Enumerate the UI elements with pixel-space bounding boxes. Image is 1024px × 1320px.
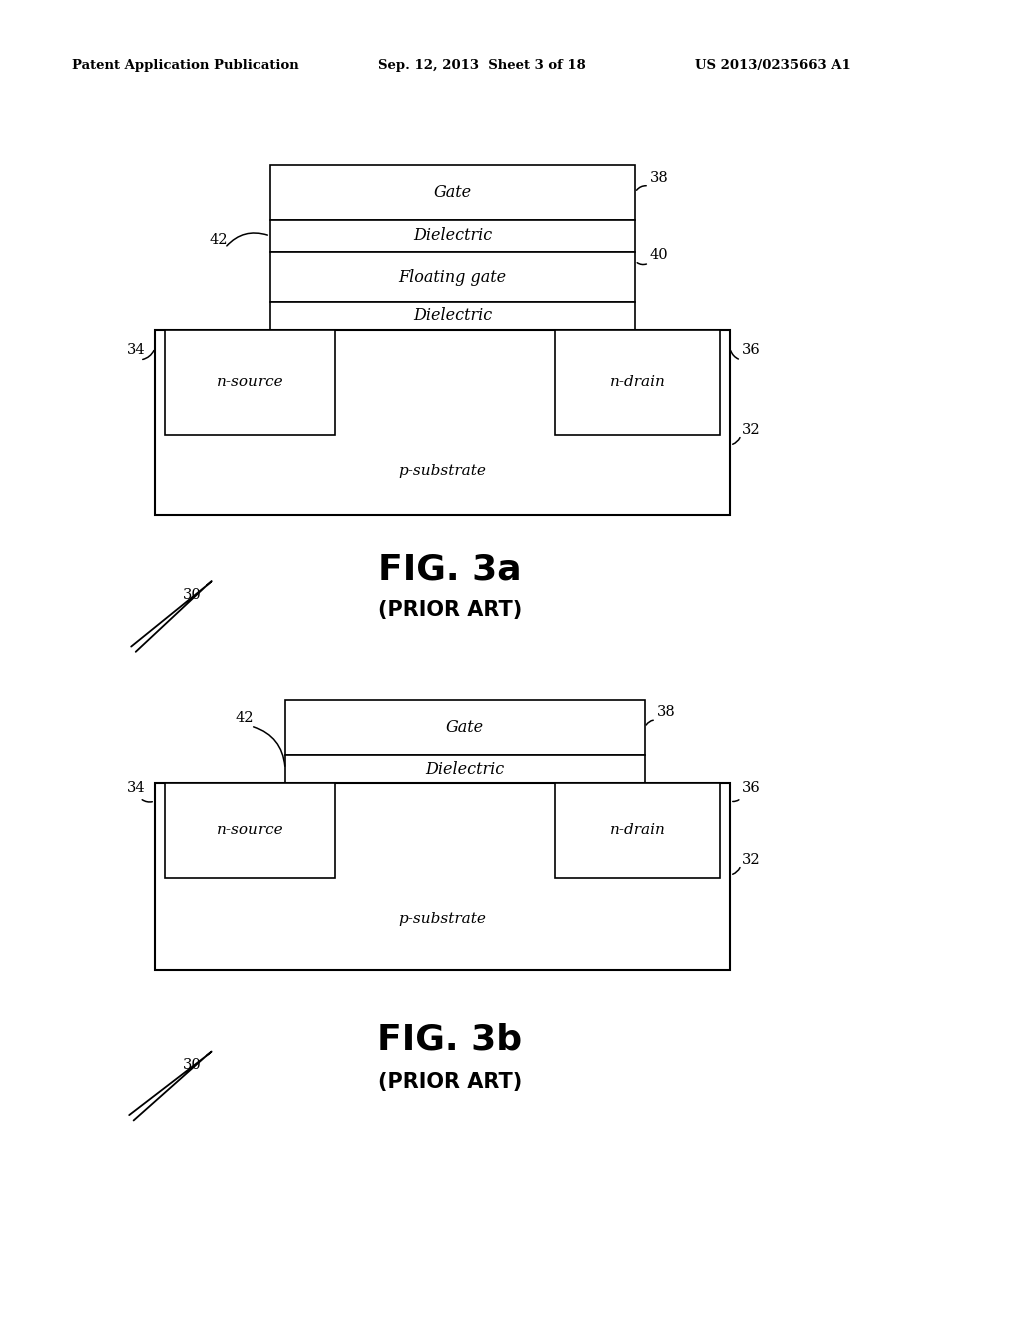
- Bar: [270, 302, 635, 330]
- Text: Sep. 12, 2013  Sheet 3 of 18: Sep. 12, 2013 Sheet 3 of 18: [378, 58, 586, 71]
- Text: Patent Application Publication: Patent Application Publication: [72, 58, 299, 71]
- Text: Dielectric: Dielectric: [413, 227, 493, 244]
- Text: Gate: Gate: [433, 183, 472, 201]
- Text: 30: 30: [183, 587, 202, 602]
- Text: 30: 30: [183, 1059, 202, 1072]
- Text: FIG. 3b: FIG. 3b: [378, 1023, 522, 1057]
- Text: n-drain: n-drain: [609, 375, 666, 389]
- Bar: [165, 783, 335, 878]
- Text: Floating gate: Floating gate: [398, 268, 507, 285]
- Bar: [270, 165, 635, 220]
- Text: 34: 34: [127, 781, 145, 795]
- Text: 36: 36: [742, 343, 761, 356]
- Text: (PRIOR ART): (PRIOR ART): [378, 601, 522, 620]
- Text: n-source: n-source: [217, 375, 284, 389]
- Text: 38: 38: [650, 172, 669, 185]
- Text: p-substrate: p-substrate: [398, 465, 486, 478]
- Bar: [555, 783, 720, 878]
- Text: 34: 34: [127, 343, 145, 356]
- Text: n-drain: n-drain: [609, 824, 666, 837]
- Text: FIG. 3a: FIG. 3a: [378, 553, 522, 587]
- Bar: [155, 783, 730, 970]
- Text: Gate: Gate: [445, 719, 484, 737]
- Text: Dielectric: Dielectric: [413, 308, 493, 325]
- Text: p-substrate: p-substrate: [398, 912, 486, 927]
- Text: 42: 42: [209, 234, 227, 247]
- Bar: [285, 755, 645, 783]
- Bar: [555, 330, 720, 436]
- Text: (PRIOR ART): (PRIOR ART): [378, 1072, 522, 1092]
- Text: 32: 32: [742, 422, 761, 437]
- Text: 32: 32: [742, 853, 761, 867]
- Text: n-source: n-source: [217, 824, 284, 837]
- Text: 40: 40: [650, 248, 669, 261]
- Bar: [165, 330, 335, 436]
- Bar: [155, 330, 730, 515]
- Bar: [270, 252, 635, 302]
- Text: 42: 42: [234, 711, 254, 725]
- Text: Dielectric: Dielectric: [425, 760, 505, 777]
- Text: US 2013/0235663 A1: US 2013/0235663 A1: [695, 58, 851, 71]
- Text: 36: 36: [742, 781, 761, 795]
- Bar: [270, 220, 635, 252]
- Text: 38: 38: [657, 705, 676, 719]
- Bar: [285, 700, 645, 755]
